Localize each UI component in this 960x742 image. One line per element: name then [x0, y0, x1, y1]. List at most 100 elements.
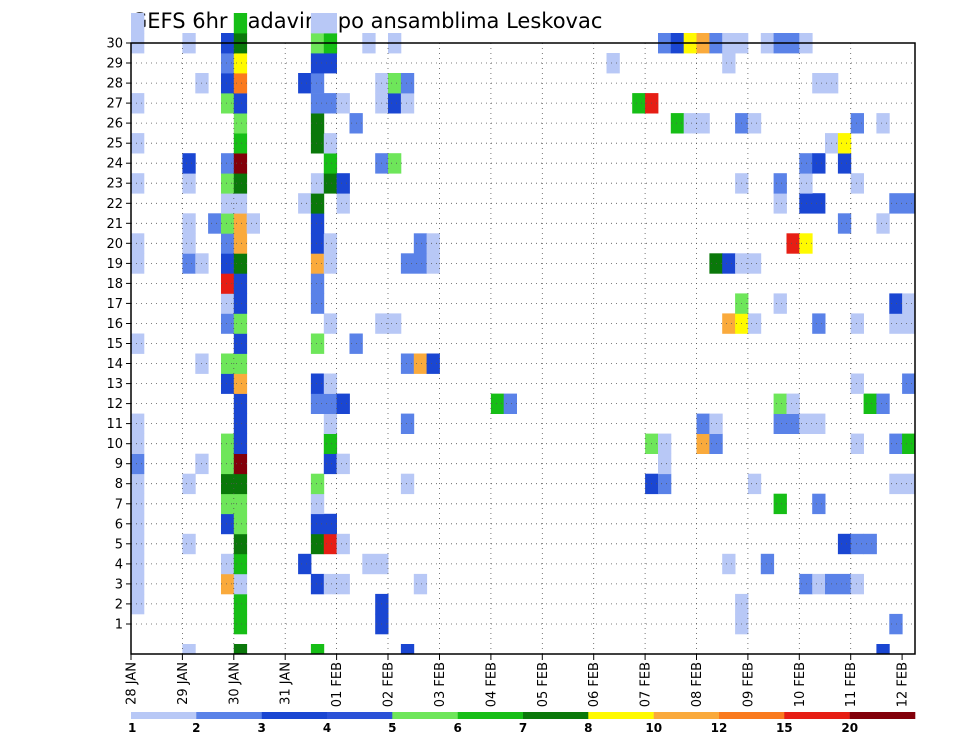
heatmap-cell — [773, 393, 787, 414]
y-tick-label: 30 — [106, 37, 123, 52]
x-tick-label: 08 FEB — [690, 662, 705, 707]
heatmap-cell — [182, 644, 196, 655]
y-tick-label: 22 — [106, 197, 123, 212]
colorbar-swatch — [784, 712, 850, 719]
heatmap-cell — [336, 173, 350, 194]
heatmap-cell — [208, 213, 222, 234]
y-tick-label: 10 — [106, 437, 123, 452]
x-tick-label: 01 FEB — [330, 662, 345, 707]
heatmap-cell — [773, 493, 787, 515]
x-tick-label: 03 FEB — [433, 662, 448, 707]
heatmap-cell — [221, 513, 235, 535]
colorbar: 1 2 3 4 5 6 7 8 10 12 15 20 — [128, 712, 916, 735]
heatmap-cell — [400, 473, 415, 495]
heatmap-cell — [786, 233, 800, 254]
y-tick-label: 14 — [106, 357, 123, 372]
heatmap-cell — [233, 313, 248, 334]
heatmap-cell — [413, 573, 428, 595]
heatmap-cell — [799, 173, 813, 194]
heatmap-cell — [233, 213, 248, 234]
heatmap-cell — [233, 153, 248, 174]
heatmap-cell — [388, 93, 402, 114]
heatmap-cell — [362, 553, 389, 575]
x-tick-label: 11 FEB — [844, 662, 859, 707]
heatmap-cell — [233, 373, 248, 394]
heatmap-cell — [400, 413, 415, 434]
heatmap-cell — [233, 433, 248, 454]
heatmap-cell — [310, 373, 325, 394]
heatmap-cell — [850, 433, 864, 454]
heatmap-cell — [889, 293, 903, 314]
heatmap-cell — [182, 533, 196, 555]
heatmap-cell — [336, 453, 350, 475]
heatmap-cell — [747, 473, 762, 495]
heatmap-cell — [323, 453, 338, 475]
heatmap-cell — [876, 213, 890, 234]
heatmap-cell — [426, 253, 440, 274]
heatmap-cell — [889, 473, 916, 495]
heatmap-cell — [221, 73, 235, 94]
y-tick-label: 21 — [106, 217, 123, 232]
heatmap-cell — [323, 253, 338, 274]
heatmap-cell — [246, 213, 260, 234]
heatmap-cell — [400, 353, 415, 374]
heatmap-cell — [131, 333, 145, 354]
heatmap-cell — [812, 73, 839, 94]
heatmap-cell — [310, 13, 337, 34]
y-tick-label: 12 — [106, 397, 123, 412]
x-tick-label: 29 JAN — [176, 662, 191, 705]
heatmap-cell — [323, 413, 338, 434]
heatmap-cell — [323, 153, 338, 174]
heatmap-cell — [786, 393, 800, 414]
heatmap-cell — [388, 153, 402, 174]
colorbar-swatch — [196, 712, 262, 719]
heatmap-cell — [876, 393, 890, 414]
heatmap-cell — [221, 153, 235, 174]
heatmap-cell — [182, 233, 196, 254]
heatmap-cell — [221, 213, 235, 234]
chart-title: GEFS 6hr padavine po ansamblima Leskovac — [131, 9, 602, 33]
heatmap-cell — [323, 373, 338, 394]
heatmap-cell — [799, 413, 826, 434]
heatmap-cell — [310, 233, 325, 254]
heatmap-cell — [221, 193, 235, 214]
heatmap-cell — [233, 53, 248, 74]
heatmap-cell — [233, 473, 248, 495]
y-tick-label: 23 — [106, 177, 123, 192]
heatmap-cell — [131, 233, 145, 254]
heatmap-cell — [323, 533, 338, 555]
heatmap-cell — [233, 113, 248, 134]
heatmap-cells — [131, 13, 916, 655]
heatmap-cell — [812, 493, 826, 515]
y-tick-label: 9 — [115, 457, 123, 472]
heatmap-cell — [310, 273, 325, 294]
y-tick-label: 11 — [106, 417, 123, 432]
colorbar-label: 2 — [192, 721, 200, 735]
heatmap-cell — [889, 433, 903, 454]
heatmap-cell — [310, 73, 325, 94]
heatmap-cell — [310, 493, 325, 515]
heatmap-cell — [131, 13, 145, 34]
heatmap-cell — [336, 533, 350, 555]
heatmap-cell — [850, 573, 864, 595]
y-tick-label: 7 — [115, 497, 123, 512]
heatmap-cell — [233, 73, 248, 94]
heatmap-cell — [658, 433, 672, 454]
heatmap-cell — [182, 173, 196, 194]
heatmap-cell — [722, 53, 736, 74]
heatmap-cell — [131, 133, 145, 154]
heatmap-cell — [233, 573, 248, 595]
y-tick-label: 1 — [115, 618, 123, 633]
heatmap-cell — [336, 93, 350, 114]
x-tick-label: 09 FEB — [741, 662, 756, 707]
heatmap-cell — [182, 213, 196, 234]
y-tick-label: 8 — [115, 477, 123, 492]
heatmap-cell — [233, 644, 248, 655]
heatmap-cell — [413, 233, 428, 254]
heatmap-cell — [773, 193, 787, 214]
heatmap-cell — [233, 453, 248, 475]
heatmap-cell — [799, 573, 813, 595]
heatmap-cell — [131, 553, 145, 575]
heatmap-cell — [310, 533, 325, 555]
heatmap-cell — [131, 433, 145, 454]
